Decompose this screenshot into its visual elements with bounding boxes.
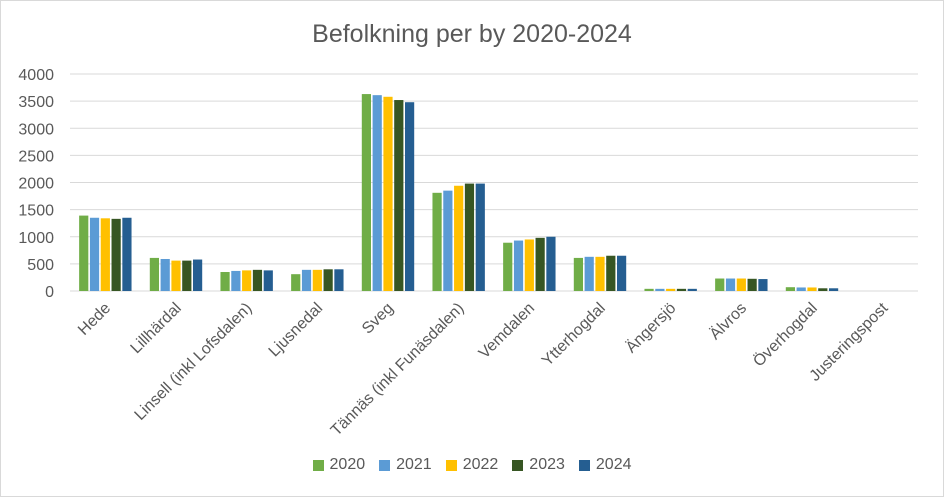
legend: 2020 2021 2022 2023 2024 bbox=[0, 456, 944, 474]
legend-label: 2020 bbox=[329, 456, 366, 473]
legend-label: 2021 bbox=[396, 456, 432, 473]
y-tick-label: 3000 bbox=[18, 121, 54, 138]
bar bbox=[807, 287, 817, 291]
x-tick-label: Hede bbox=[75, 300, 114, 339]
bar bbox=[394, 100, 404, 291]
bar bbox=[796, 287, 806, 291]
bar bbox=[291, 274, 301, 291]
bar bbox=[160, 258, 170, 291]
legend-swatch bbox=[379, 459, 391, 471]
bar bbox=[111, 218, 121, 291]
legend-item: 2020 bbox=[312, 456, 366, 474]
x-tick-label: Lillhärdal bbox=[128, 300, 185, 357]
bar bbox=[829, 288, 839, 291]
bar bbox=[372, 95, 382, 291]
bar bbox=[220, 272, 230, 291]
bar bbox=[666, 288, 676, 291]
bar bbox=[736, 278, 746, 291]
x-tick-label: Sveg bbox=[359, 300, 397, 338]
legend-item: 2021 bbox=[379, 456, 432, 474]
bar bbox=[687, 288, 697, 291]
legend-swatch bbox=[512, 459, 524, 471]
bar bbox=[301, 269, 312, 291]
y-tick-label: 1500 bbox=[18, 203, 54, 220]
bar bbox=[513, 240, 524, 291]
y-tick-label: 3500 bbox=[18, 94, 54, 111]
bar bbox=[149, 257, 159, 291]
bar bbox=[193, 259, 203, 291]
x-tick-label: Ytterhogdal bbox=[539, 300, 609, 370]
bar bbox=[100, 218, 110, 291]
legend-label: 2022 bbox=[462, 456, 499, 473]
bar bbox=[323, 269, 333, 291]
bar bbox=[503, 242, 513, 291]
bar bbox=[79, 215, 89, 291]
x-tick-label: Linsell (inkl Lofsdalen) bbox=[132, 300, 256, 424]
x-tick-label: Älvros bbox=[706, 299, 750, 343]
bar bbox=[475, 183, 485, 291]
bar bbox=[715, 278, 725, 291]
bar bbox=[454, 185, 464, 291]
bar bbox=[725, 278, 736, 291]
y-tick-label: 2000 bbox=[18, 176, 54, 193]
legend-item: 2022 bbox=[445, 456, 499, 474]
bar bbox=[334, 269, 344, 291]
x-tick-label: Vemdalen bbox=[476, 300, 538, 362]
bar bbox=[464, 183, 475, 291]
bar bbox=[546, 236, 556, 291]
bar bbox=[676, 288, 687, 291]
bar bbox=[432, 192, 442, 291]
legend-item: 2023 bbox=[512, 456, 565, 474]
bar bbox=[231, 270, 241, 291]
bar bbox=[747, 278, 757, 291]
legend-swatch bbox=[445, 459, 457, 471]
x-tick-label: Tännäs (inkl Funäsdalen) bbox=[328, 300, 468, 440]
bar bbox=[252, 269, 263, 291]
bar bbox=[89, 217, 100, 291]
bar bbox=[361, 94, 371, 291]
bar bbox=[122, 217, 132, 291]
y-tick-label: 1000 bbox=[18, 230, 54, 247]
bar bbox=[818, 288, 828, 291]
y-tick-label: 0 bbox=[45, 284, 54, 301]
chart-title: Befolkning per by 2020-2024 bbox=[312, 20, 632, 48]
bar bbox=[758, 279, 768, 291]
bar bbox=[443, 190, 453, 291]
y-tick-label: 2500 bbox=[18, 148, 54, 165]
bar bbox=[573, 257, 583, 291]
bar bbox=[655, 288, 665, 291]
bar bbox=[535, 237, 545, 291]
bar bbox=[171, 260, 181, 291]
legend-swatch bbox=[312, 459, 324, 471]
bar bbox=[606, 255, 616, 291]
bar bbox=[524, 239, 534, 291]
legend-label: 2023 bbox=[529, 456, 565, 473]
bar bbox=[383, 96, 393, 291]
bar bbox=[242, 270, 252, 291]
bar bbox=[405, 102, 415, 292]
bar bbox=[182, 260, 192, 291]
legend-swatch bbox=[578, 459, 590, 471]
x-tick-label: Ängersjö bbox=[622, 299, 679, 356]
legend-item: 2024 bbox=[578, 456, 632, 474]
bar bbox=[584, 256, 594, 291]
x-tick-label: Ljusnedal bbox=[266, 300, 326, 360]
y-tick-label: 4000 bbox=[18, 67, 54, 84]
bar bbox=[312, 269, 322, 291]
bar bbox=[785, 287, 795, 291]
bar bbox=[617, 255, 627, 291]
bar bbox=[263, 270, 273, 291]
y-tick-label: 500 bbox=[27, 257, 54, 274]
x-tick-label: Överhogdal bbox=[750, 299, 821, 370]
bar bbox=[595, 256, 605, 291]
bar bbox=[644, 288, 654, 291]
legend-label: 2024 bbox=[595, 456, 632, 473]
